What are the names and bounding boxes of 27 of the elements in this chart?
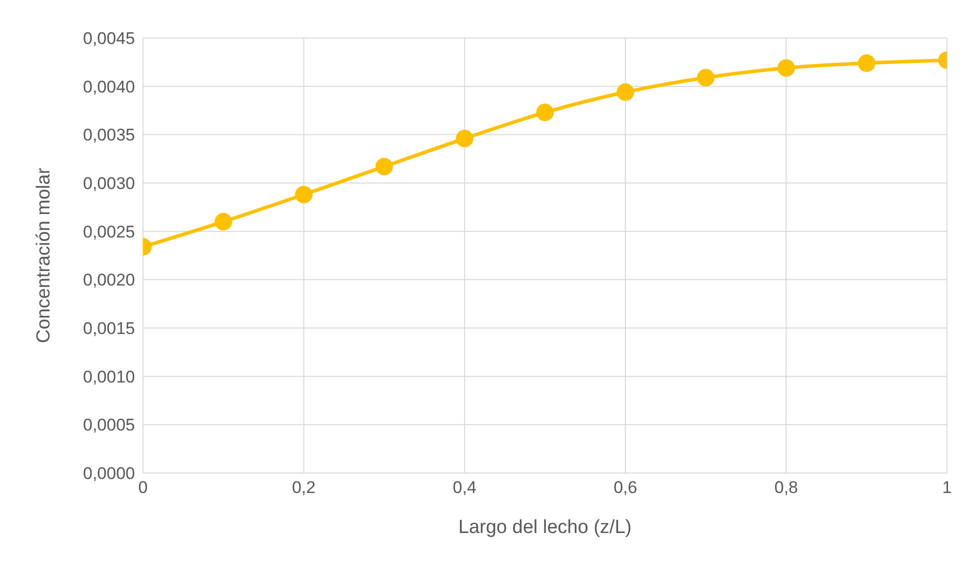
y-tick-label: 0,0030 bbox=[83, 174, 135, 194]
x-tick-label: 0,6 bbox=[614, 478, 638, 498]
point bbox=[536, 104, 554, 122]
y-tick-label: 0,0035 bbox=[83, 126, 135, 145]
x-tick-label: 0,8 bbox=[774, 478, 798, 498]
y-tick-label: 0,0015 bbox=[83, 319, 135, 338]
y-tick-label: 0,0000 bbox=[83, 464, 135, 484]
point bbox=[375, 158, 393, 176]
x-tick-label: 0 bbox=[138, 478, 148, 498]
point bbox=[295, 186, 313, 204]
y-tick-label: 0,0005 bbox=[83, 416, 135, 435]
y-tick-label: 0,0020 bbox=[83, 270, 135, 290]
point bbox=[456, 130, 474, 148]
x-tick-label: 0,4 bbox=[452, 478, 476, 498]
y-tick-label: 0,0010 bbox=[83, 367, 135, 386]
y-tick-label: 0,0025 bbox=[83, 222, 135, 242]
x-tick-label: 0,2 bbox=[292, 478, 316, 498]
point bbox=[777, 59, 795, 77]
y-axis-title: Concentración molar bbox=[34, 167, 55, 344]
x-axis-title: Largo del lecho (z/L) bbox=[458, 517, 632, 538]
point bbox=[858, 54, 876, 72]
point bbox=[214, 212, 232, 230]
point bbox=[697, 68, 715, 86]
y-tick-label: 0,0045 bbox=[83, 29, 135, 48]
y-tick-label: 0,0040 bbox=[83, 77, 135, 96]
x-tick-label: 1 bbox=[942, 478, 952, 498]
point bbox=[616, 83, 634, 101]
